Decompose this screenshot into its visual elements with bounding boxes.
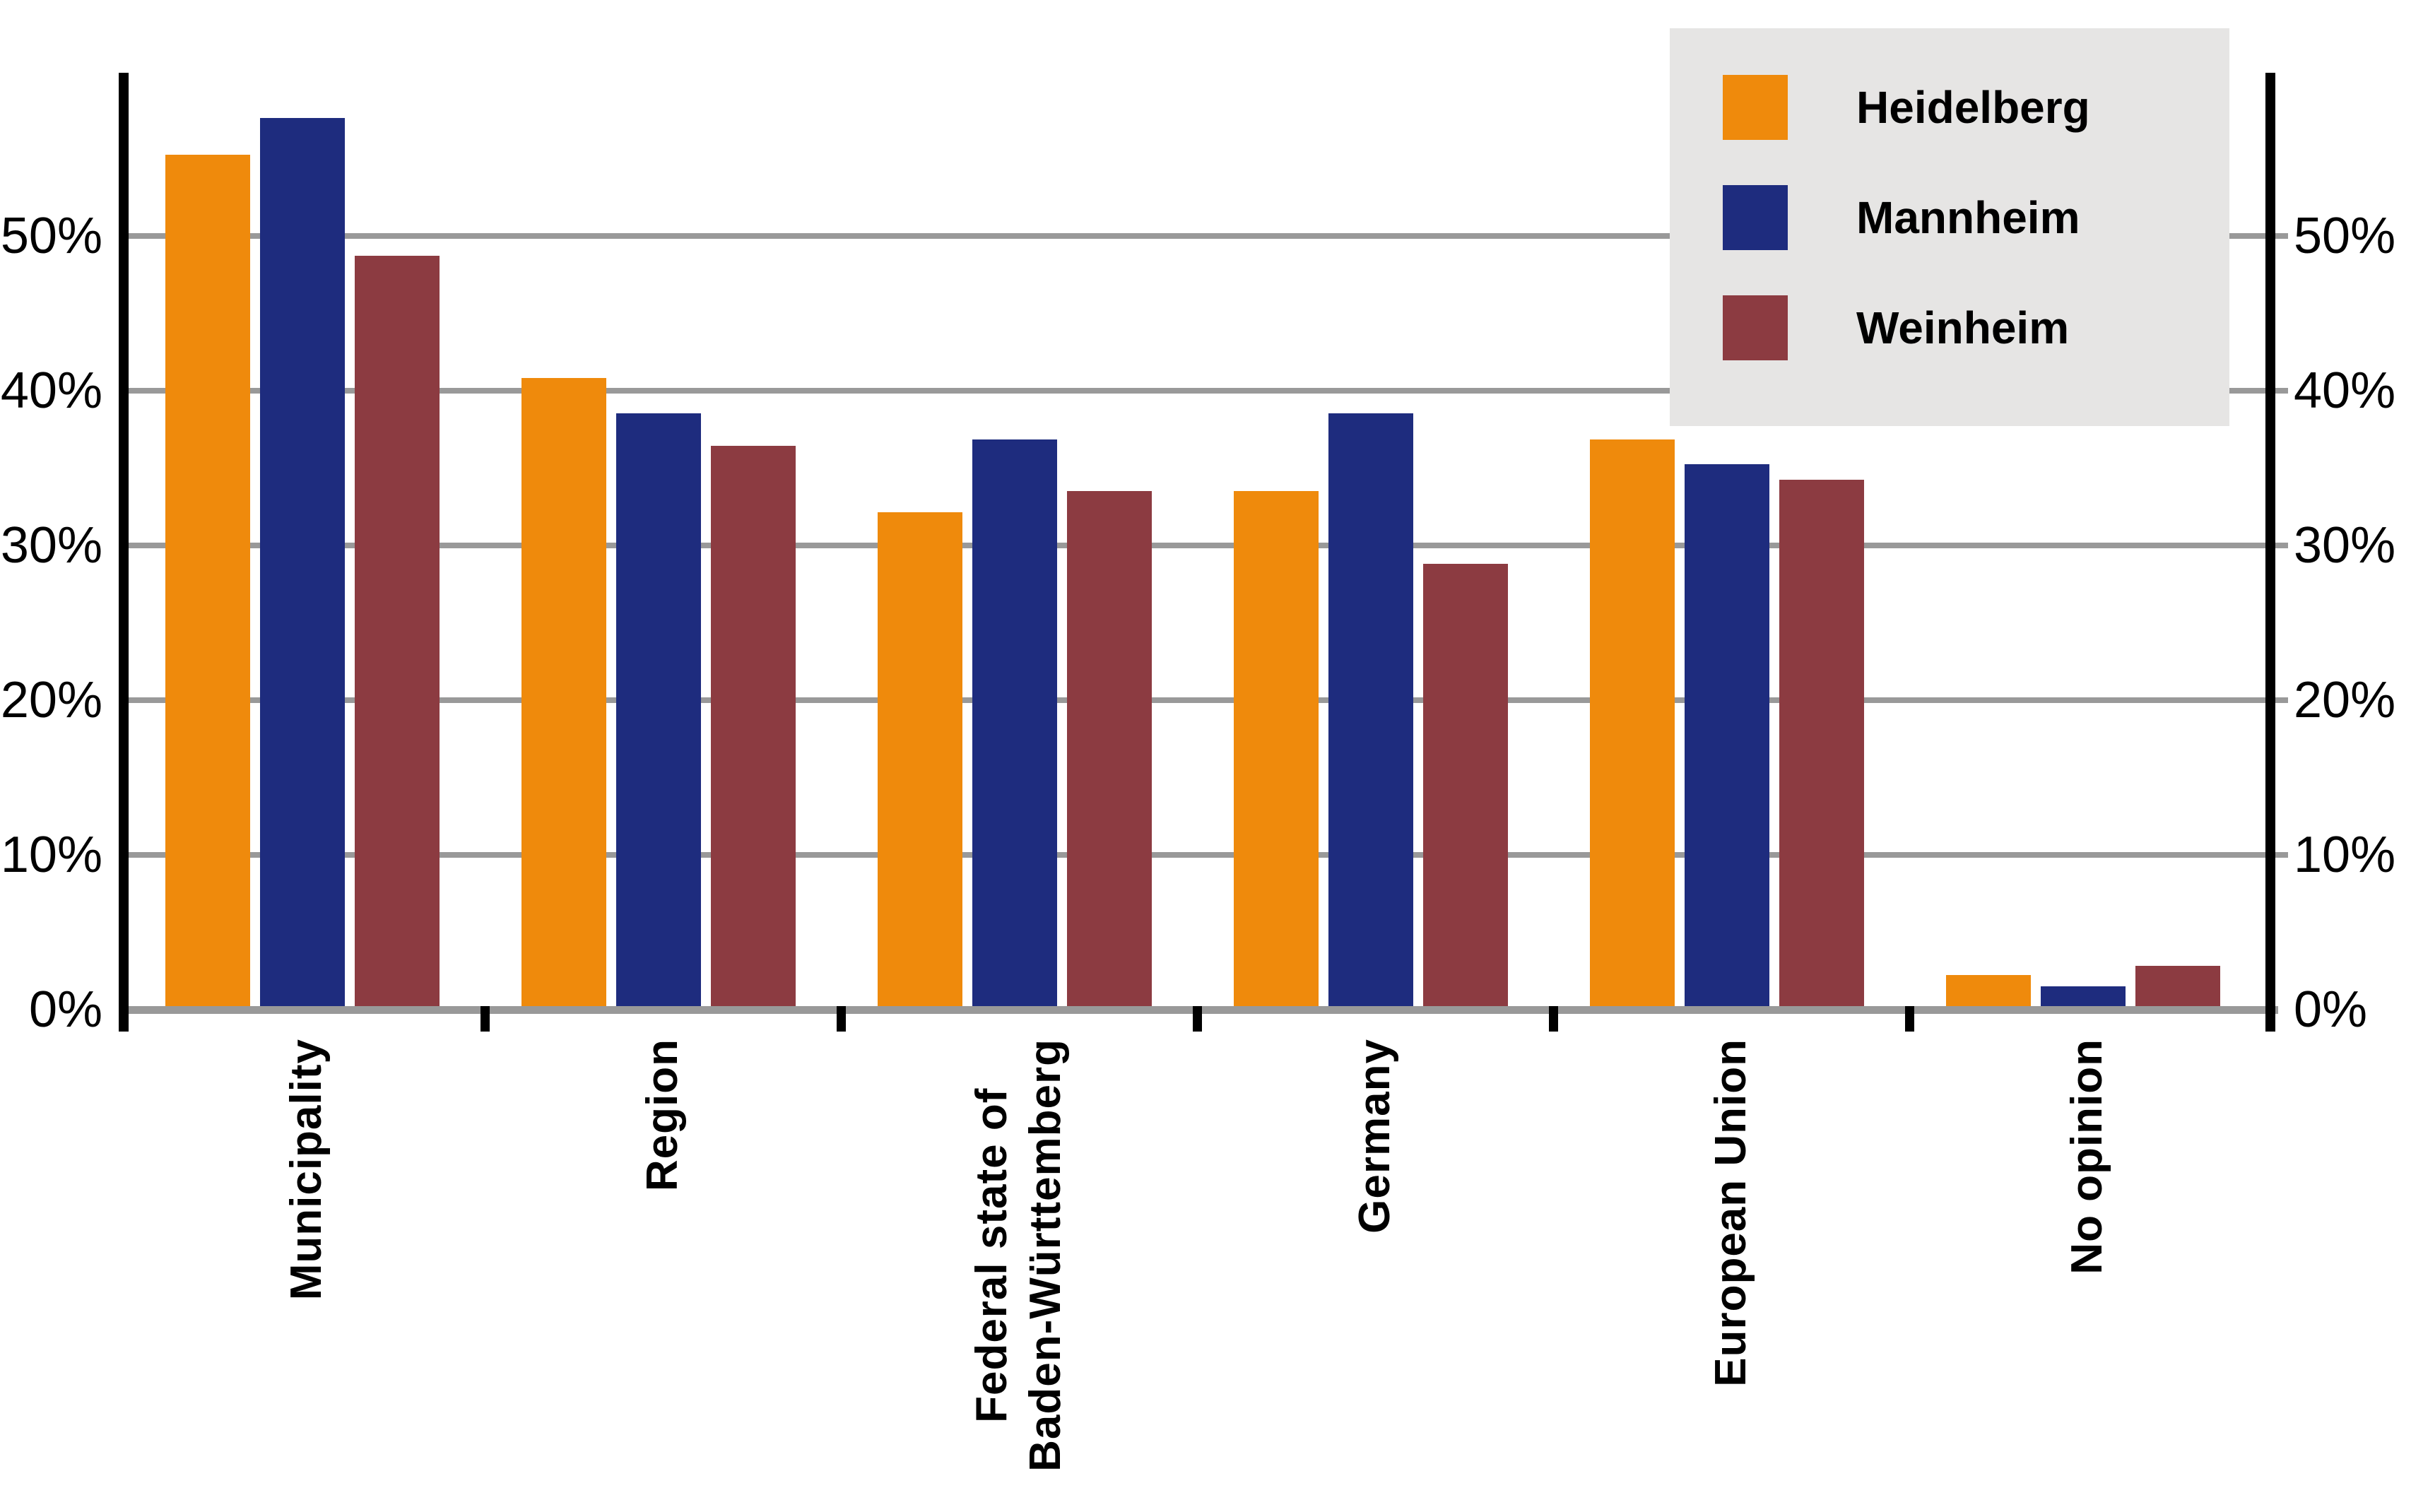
legend-item-heidelberg: Heidelberg [1670, 75, 2229, 140]
x-tick-2 [837, 1006, 846, 1032]
x-tick-1 [481, 1006, 490, 1032]
bar-heidelberg-5 [1946, 975, 2031, 1006]
y-tick-label-right-10: 10% [2294, 827, 2396, 883]
bar-heidelberg-2 [878, 512, 962, 1006]
category-label-2: Federal state of Baden-Württemberg [967, 1039, 1070, 1472]
y-tick-label-left-40: 40% [0, 362, 102, 419]
bar-mannheim-2 [972, 439, 1057, 1006]
y-tick-label-left-50: 50% [0, 208, 102, 264]
bar-weinheim-1 [711, 446, 796, 1006]
bar-heidelberg-0 [165, 155, 250, 1006]
bar-weinheim-0 [355, 256, 440, 1006]
y-tick-label-right-40: 40% [2294, 362, 2396, 419]
y-tick-label-left-10: 10% [0, 827, 102, 883]
legend-swatch-mannheim [1723, 185, 1788, 250]
legend-swatch-weinheim [1723, 295, 1788, 360]
y-gridline-40 [120, 388, 2288, 394]
bar-mannheim-3 [1328, 413, 1413, 1006]
category-label-1: Region [638, 1039, 687, 1192]
y-tick-label-left-30: 30% [0, 517, 102, 574]
bar-heidelberg-1 [521, 378, 606, 1006]
bar-mannheim-1 [616, 413, 701, 1006]
bar-mannheim-0 [260, 118, 345, 1006]
x-tick-4 [1549, 1006, 1558, 1032]
category-label-3: Germany [1350, 1039, 1399, 1234]
bar-weinheim-3 [1423, 564, 1508, 1006]
y-tick-label-right-0: 0% [2294, 981, 2368, 1038]
y-tick-label-right-20: 20% [2294, 672, 2396, 728]
bar-mannheim-4 [1685, 464, 1769, 1006]
category-label-5: No opinion [2063, 1039, 2111, 1275]
legend-label-weinheim: Weinheim [1856, 302, 2070, 353]
y-gridline-50 [120, 233, 2288, 239]
y-tick-label-left-0: 0% [28, 981, 102, 1038]
y-gridline-30 [120, 543, 2288, 548]
legend-item-mannheim: Mannheim [1670, 185, 2229, 250]
x-tick-5 [1905, 1006, 1914, 1032]
y-tick-label-left-20: 20% [0, 672, 102, 728]
legend-swatch-heidelberg [1723, 75, 1788, 140]
x-tick-3 [1193, 1006, 1202, 1032]
y-gridline-10 [120, 852, 2288, 858]
legend-label-mannheim: Mannheim [1856, 192, 2080, 243]
category-label-4: European Union [1706, 1039, 1755, 1387]
y-tick-label-right-50: 50% [2294, 208, 2396, 264]
bar-heidelberg-4 [1590, 439, 1675, 1006]
bar-heidelberg-3 [1234, 491, 1319, 1006]
y-axis-left [119, 73, 129, 1032]
y-axis-right [2265, 73, 2275, 1032]
category-label-wrap-5: No opinion [1875, 1039, 2299, 1512]
y-tick-label-right-30: 30% [2294, 517, 2396, 574]
bar-mannheim-5 [2041, 986, 2126, 1006]
bar-weinheim-5 [2135, 966, 2220, 1006]
bar-weinheim-4 [1779, 480, 1864, 1006]
legend-item-weinheim: Weinheim [1670, 295, 2229, 360]
bar-weinheim-2 [1067, 491, 1152, 1006]
legend-label-heidelberg: Heidelberg [1856, 82, 2090, 133]
y-gridline-20 [120, 697, 2288, 703]
category-label-0: Municipality [282, 1039, 331, 1301]
legend: Heidelberg Mannheim Weinheim [1670, 28, 2229, 426]
